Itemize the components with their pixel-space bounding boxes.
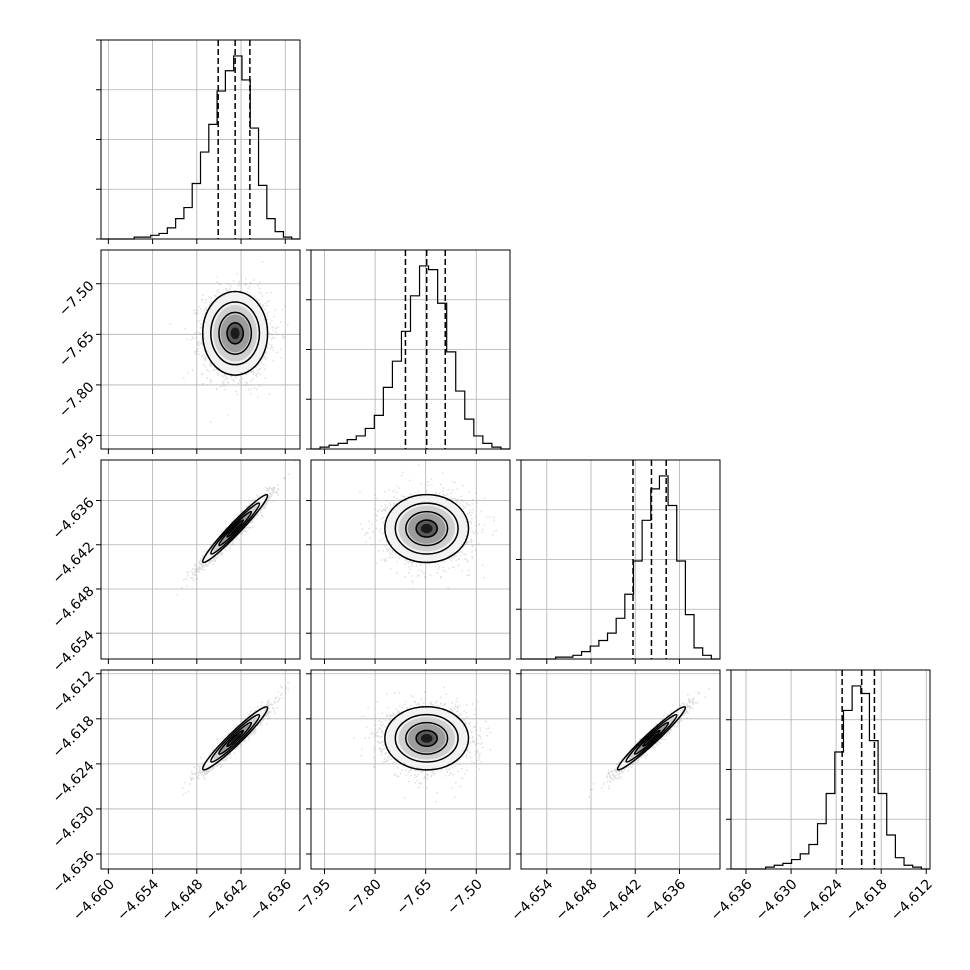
x-tick-label: −4.642: [203, 876, 251, 924]
contour-line: [394, 713, 459, 763]
x-tick-label: −7.65: [394, 876, 436, 918]
contour-line: [201, 706, 269, 771]
density-level-5: [420, 733, 433, 743]
histogram-panel-1: [96, 39, 301, 244]
density-layer: [169, 261, 289, 423]
histogram-step: [731, 685, 930, 870]
contour-line: [210, 301, 261, 366]
y-tick-label: −4.630: [50, 803, 98, 851]
density-level-5: [420, 523, 433, 534]
y-tick-label: −4.612: [50, 668, 98, 716]
contour-line: [226, 322, 244, 345]
scatter-panel-4-3: [516, 669, 721, 874]
x-tick-label: −7.95: [292, 876, 334, 918]
x-tick-label: −7.50: [444, 876, 486, 918]
density-level-5: [230, 733, 240, 743]
contour-line: [210, 713, 261, 763]
panel-frame: [730, 669, 931, 870]
density-level-5: [646, 733, 657, 743]
panel-frame: [520, 459, 721, 660]
x-tick-label: −4.612: [888, 876, 936, 924]
density-layer: [176, 460, 296, 596]
scatter-panel-4-2: [306, 669, 511, 874]
y-tick-label: −7.50: [56, 278, 98, 320]
panel-frame: [100, 669, 301, 870]
contour-line: [218, 311, 253, 355]
density-layer: [359, 464, 497, 590]
histogram-panel-4: [726, 669, 931, 874]
density-layer: [182, 682, 289, 796]
x-tick-label: −4.654: [114, 876, 162, 924]
contour-line: [625, 713, 678, 763]
contour-line: [226, 729, 244, 747]
density-layer: [588, 688, 710, 798]
panel-frame: [100, 459, 301, 660]
contour-line: [616, 706, 687, 771]
x-tick-label: −4.618: [843, 876, 891, 924]
y-tick-label: −7.95: [56, 430, 98, 472]
histogram-step: [311, 265, 510, 450]
y-tick-label: −4.642: [50, 539, 98, 587]
y-tick-label: −7.80: [56, 379, 98, 421]
contour-line: [201, 290, 269, 376]
contour-line: [633, 721, 670, 755]
histogram-step: [521, 475, 720, 660]
contour-line: [405, 510, 449, 547]
histogram-panel-3: [516, 459, 721, 664]
panel-frame: [310, 669, 511, 870]
x-tick-label: −4.636: [708, 876, 756, 924]
contour-line: [218, 510, 253, 547]
contour-line: [415, 519, 438, 538]
contour-line: [210, 502, 261, 555]
y-tick-label: −4.618: [50, 713, 98, 761]
panel-frame: [100, 39, 301, 240]
density-level-5: [230, 327, 240, 340]
contour-line: [218, 721, 253, 755]
histogram-step: [101, 55, 300, 240]
density-layer: [353, 686, 491, 803]
y-tick-label: −7.65: [56, 329, 98, 371]
contour-line: [394, 502, 459, 555]
x-tick-label: −4.624: [798, 876, 846, 924]
contour-line: [384, 706, 470, 771]
contour-line: [226, 519, 244, 538]
y-tick-label: −4.648: [50, 583, 98, 631]
density-level-5: [230, 523, 240, 534]
contour-line: [415, 729, 438, 747]
panel-frame: [310, 459, 511, 660]
scatter-panel-3-1: [96, 459, 301, 664]
x-tick-label: −4.636: [247, 876, 295, 924]
y-tick-label: −4.636: [50, 848, 98, 896]
panel-frame: [520, 669, 721, 870]
x-tick-label: −4.660: [70, 876, 118, 924]
contour-line: [201, 493, 269, 564]
x-tick-label: −4.630: [753, 876, 801, 924]
y-tick-label: −4.654: [50, 627, 98, 675]
contour-line: [642, 729, 661, 747]
y-tick-label: −4.624: [50, 758, 98, 806]
scatter-panel-3-2: [306, 459, 511, 664]
x-tick-label: −4.642: [597, 876, 645, 924]
scatter-panel-2-1: [96, 249, 301, 454]
panel-frame: [310, 249, 511, 450]
y-tick-label: −4.636: [50, 495, 98, 543]
x-tick-label: −4.648: [158, 876, 206, 924]
contour-line: [405, 721, 449, 755]
contour-line: [384, 493, 470, 564]
histogram-panel-2: [306, 249, 511, 454]
x-tick-label: −4.636: [641, 876, 689, 924]
panel-frame: [100, 249, 301, 450]
scatter-panel-4-1: [96, 669, 301, 874]
x-tick-label: −4.654: [508, 876, 556, 924]
x-tick-label: −7.80: [343, 876, 385, 918]
x-tick-label: −4.648: [553, 876, 601, 924]
